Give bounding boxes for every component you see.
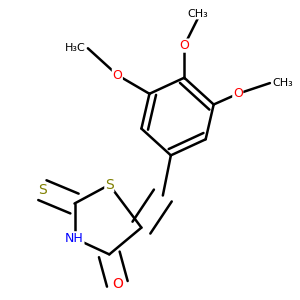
Text: O: O — [112, 69, 122, 82]
Text: S: S — [38, 183, 47, 197]
Text: S: S — [105, 178, 114, 192]
Text: O: O — [179, 39, 189, 52]
Text: CH₃: CH₃ — [273, 78, 293, 88]
Text: H₃C: H₃C — [64, 43, 85, 53]
Text: O: O — [112, 277, 123, 291]
Text: O: O — [233, 87, 243, 100]
Text: CH₃: CH₃ — [187, 9, 208, 19]
Text: NH: NH — [65, 232, 84, 245]
